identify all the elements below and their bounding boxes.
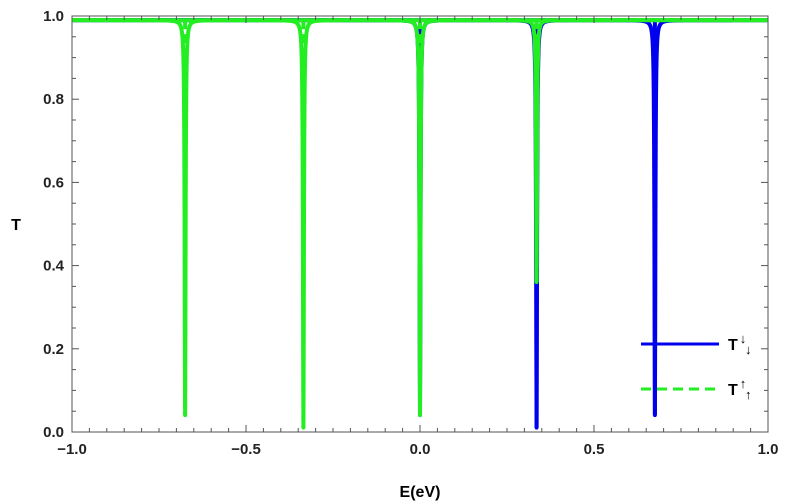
y-tick-label: 0.6: [43, 174, 64, 191]
y-tick-label: 1.0: [43, 8, 64, 25]
series-layer: [72, 18, 768, 430]
ticks-layer: −1.0 −0.5 0.0 0.5 1.0 0.0 0.2 0.4 0.6 0.8 1.0: [43, 8, 778, 458]
dip-point: [534, 280, 539, 285]
dip-point: [418, 413, 422, 418]
dip-point: [183, 413, 187, 418]
dip-point: [653, 413, 657, 418]
dip-point: [301, 426, 306, 430]
y-tick-label: 0.4: [43, 258, 65, 275]
x-tick-label: 0.0: [410, 441, 431, 458]
y-tick-label: 0.0: [43, 424, 64, 441]
y-axis-label: T: [11, 217, 21, 234]
legend: T ↓ ↓ T ↑ ↑: [641, 331, 752, 402]
x-axis-label: E(eV): [400, 484, 441, 501]
x-tick-label: −1.0: [57, 441, 87, 458]
x-tick-label: −0.5: [231, 441, 261, 458]
legend-label: T ↓ ↓: [728, 331, 752, 357]
y-tick-label: 0.2: [43, 341, 64, 358]
dip-point: [534, 426, 539, 430]
x-tick-label: 1.0: [758, 441, 779, 458]
legend-label: T ↑ ↑: [728, 376, 752, 402]
y-tick-label: 0.8: [43, 91, 64, 108]
series-up-up: [72, 18, 768, 430]
x-tick-label: 0.5: [584, 441, 605, 458]
series-dip-lines: [183, 20, 539, 428]
